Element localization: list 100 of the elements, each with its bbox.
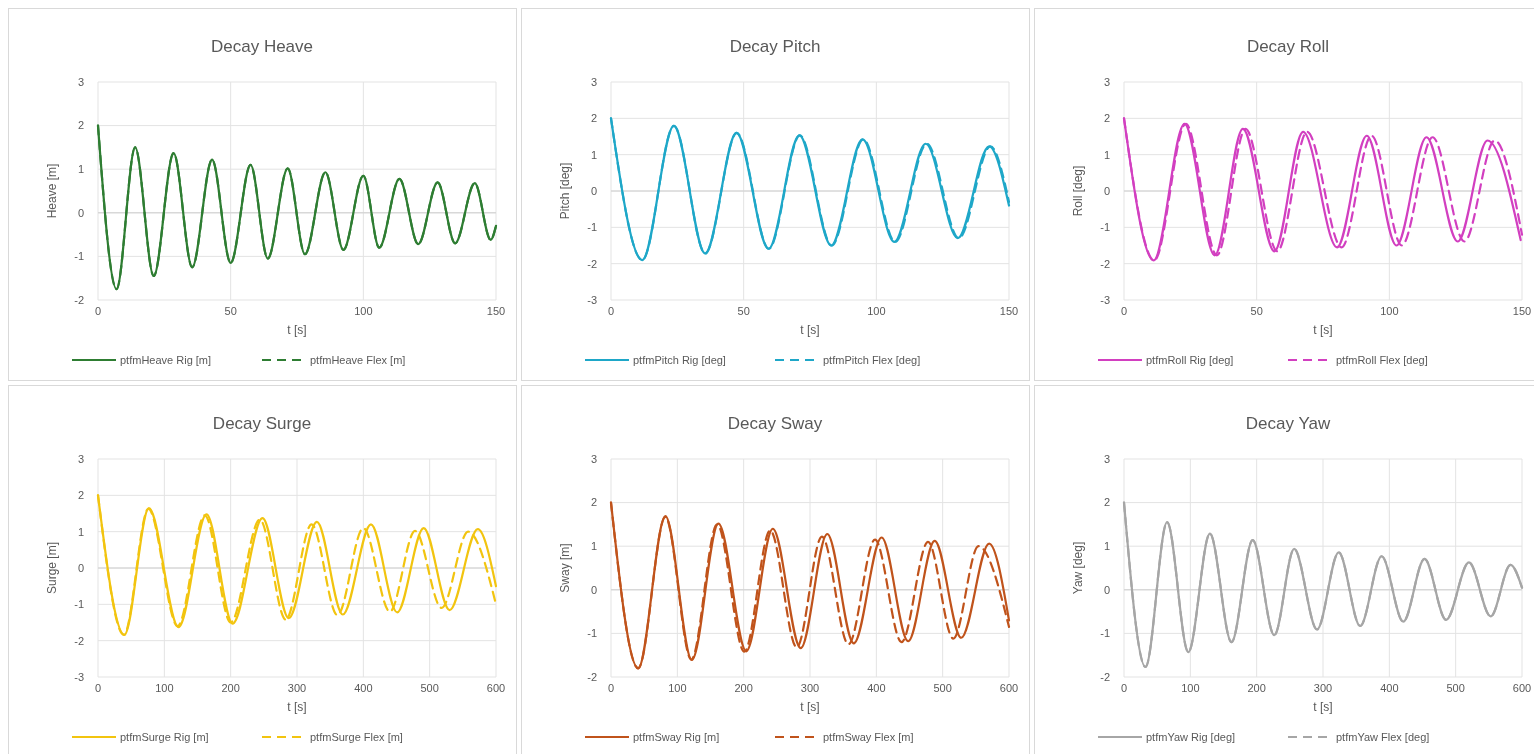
x-tick-label: 200	[1247, 682, 1266, 694]
legend-label: ptfmHeave Flex [m]	[310, 353, 406, 366]
y-tick-label: -1	[74, 598, 84, 611]
y-tick-label: -2	[74, 634, 84, 647]
x-tick-label: 50	[1250, 305, 1263, 317]
legend-label: ptfmYaw Rig [deg]	[1146, 730, 1236, 743]
legend-label: ptfmPitch Rig [deg]	[633, 353, 726, 366]
x-tick-label: 100	[668, 682, 687, 694]
y-tick-label: -3	[74, 670, 84, 683]
y-axis-title: Pitch [deg]	[558, 162, 572, 220]
y-tick-label: 2	[77, 489, 84, 502]
x-tick-label: 600	[999, 682, 1019, 694]
chart-title: Decay Heave	[210, 37, 314, 56]
y-tick-label: -2	[587, 257, 597, 270]
x-axis-title: t [s]	[287, 700, 307, 714]
x-tick-label: 0	[607, 305, 615, 317]
x-tick-label: 100	[354, 305, 373, 317]
x-tick-label: 100	[155, 682, 174, 694]
x-tick-label: 100	[867, 305, 886, 317]
x-tick-label: 300	[800, 682, 820, 694]
x-tick-label: 200	[734, 682, 753, 694]
y-tick-label: -2	[587, 670, 597, 683]
x-tick-label: 400	[867, 682, 886, 694]
y-tick-label: 1	[590, 148, 597, 161]
y-tick-label: 0	[590, 184, 597, 197]
y-tick-label: -1	[587, 627, 597, 640]
x-tick-label: 0	[94, 305, 102, 317]
x-tick-label: 600	[1512, 682, 1532, 694]
y-tick-label: 2	[1103, 112, 1110, 125]
legend-label: ptfmHeave Rig [m]	[120, 353, 212, 366]
legend-label: ptfmYaw Flex [deg]	[1336, 730, 1430, 743]
y-tick-label: 1	[590, 540, 597, 553]
y-tick-label: 0	[77, 206, 84, 219]
y-tick-label: 1	[77, 525, 84, 538]
x-tick-label: 500	[933, 682, 952, 694]
y-axis-title: Roll [deg]	[1071, 165, 1085, 217]
y-tick-label: 0	[1103, 583, 1110, 596]
x-tick-label: 50	[224, 305, 237, 317]
x-tick-label: 150	[486, 305, 506, 317]
y-tick-label: -1	[1100, 221, 1110, 234]
x-axis-title: t [s]	[800, 323, 820, 337]
x-tick-label: 400	[1380, 682, 1399, 694]
y-tick-label: 1	[1103, 540, 1110, 553]
chart-title: Decay Yaw	[1245, 414, 1331, 433]
y-axis-title: Yaw [deg]	[1071, 541, 1085, 595]
y-tick-label: 1	[77, 163, 84, 176]
y-tick-label: 1	[1103, 148, 1110, 161]
legend-label: ptfmRoll Rig [deg]	[1146, 353, 1234, 366]
chart-title: Decay Surge	[212, 414, 312, 433]
x-tick-label: 400	[354, 682, 373, 694]
legend-label: ptfmSway Rig [m]	[633, 730, 720, 743]
y-tick-label: 3	[77, 75, 84, 88]
legend-label: ptfmSurge Rig [m]	[120, 730, 209, 743]
x-tick-label: 150	[999, 305, 1019, 317]
x-tick-label: 600	[486, 682, 506, 694]
y-tick-label: 0	[590, 583, 597, 596]
y-axis-title: Heave [m]	[45, 163, 59, 219]
legend-label: ptfmPitch Flex [deg]	[823, 353, 921, 366]
y-tick-label: 2	[77, 119, 84, 132]
chart-title: Decay Roll	[1246, 37, 1330, 56]
y-tick-label: -2	[1100, 670, 1110, 683]
x-tick-label: 300	[1313, 682, 1333, 694]
x-tick-label: 200	[221, 682, 240, 694]
x-tick-label: 500	[420, 682, 439, 694]
y-tick-label: -1	[587, 221, 597, 234]
x-axis-title: t [s]	[287, 323, 307, 337]
y-tick-label: 2	[590, 112, 597, 125]
y-tick-label: 3	[77, 452, 84, 465]
y-tick-label: -3	[1100, 293, 1110, 306]
x-tick-label: 150	[1512, 305, 1532, 317]
y-tick-label: 3	[590, 452, 597, 465]
x-axis-title: t [s]	[1313, 323, 1333, 337]
y-tick-label: 2	[1103, 496, 1110, 509]
y-tick-label: 3	[590, 75, 597, 88]
x-tick-label: 0	[1120, 305, 1128, 317]
x-tick-label: 0	[607, 682, 615, 694]
legend-label: ptfmRoll Flex [deg]	[1336, 353, 1428, 366]
x-tick-label: 300	[287, 682, 307, 694]
x-axis-title: t [s]	[1313, 700, 1333, 714]
y-axis-title: Sway [m]	[558, 543, 572, 593]
x-tick-label: 500	[1446, 682, 1465, 694]
chart-title: Decay Pitch	[729, 37, 821, 56]
y-tick-label: -2	[1100, 257, 1110, 270]
x-tick-label: 100	[1380, 305, 1399, 317]
y-tick-label: 0	[77, 561, 84, 574]
x-tick-label: 0	[94, 682, 102, 694]
y-tick-label: 3	[1103, 452, 1110, 465]
x-axis-title: t [s]	[800, 700, 820, 714]
y-tick-label: 2	[590, 496, 597, 509]
y-tick-label: 0	[1103, 184, 1110, 197]
y-tick-label: -3	[587, 293, 597, 306]
y-axis-title: Surge [m]	[45, 541, 59, 595]
y-tick-label: -1	[1100, 627, 1110, 640]
x-tick-label: 50	[737, 305, 750, 317]
y-tick-label: -1	[74, 250, 84, 263]
y-tick-label: -2	[74, 293, 84, 306]
y-tick-label: 3	[1103, 75, 1110, 88]
x-tick-label: 0	[1120, 682, 1128, 694]
x-tick-label: 100	[1181, 682, 1200, 694]
chart-title: Decay Sway	[727, 414, 823, 433]
